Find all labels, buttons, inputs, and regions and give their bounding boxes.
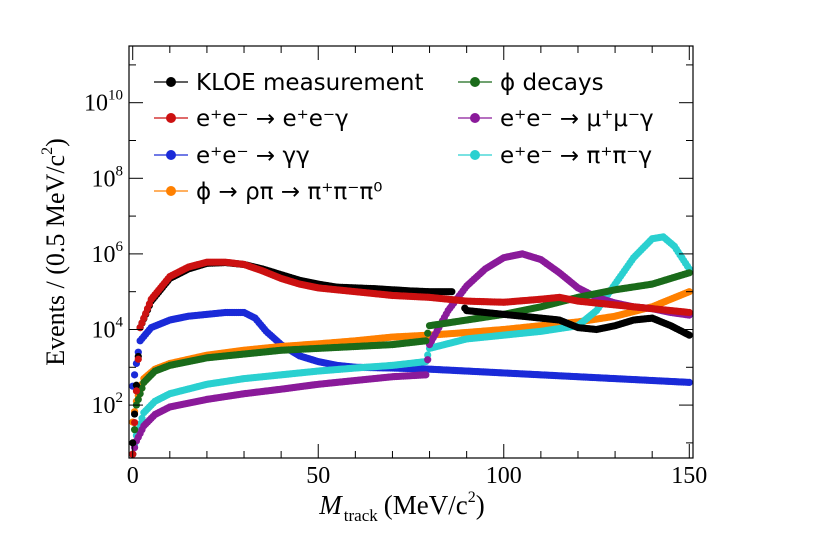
data-point [132,387,141,395]
plot-area [129,233,693,458]
legend: KLOE measurement ϕ decays e⁺e⁻ → e⁺e⁻γ e⁺e⁻… [154,70,654,205]
data-point [424,356,432,364]
data-point [448,288,456,296]
y-tick-label: 1010 [84,88,123,117]
series-2 [129,258,693,458]
legend-item: e⁺e⁻ → μ⁺μ⁻γ [458,106,654,132]
legend-item: e⁺e⁻ → γγ [154,143,310,169]
x-tick-label: 50 [306,463,330,489]
data-point [685,269,693,277]
data-point [130,371,139,379]
legend-label: KLOE measurement [196,70,423,96]
data-point [134,395,142,404]
legend-item: ϕ decays [458,70,604,96]
plot-frame [128,45,694,459]
data-point [685,331,693,339]
legend-label: ϕ → ρπ → π⁺π⁻π⁰ [196,179,382,205]
data-point [685,308,693,317]
axes: 0 50 100 150 102 104 106 108 1010 [84,45,707,489]
legend-item: e⁺e⁻ → π⁺π⁻γ [458,143,652,169]
legend-item: ϕ → ρπ → π⁺π⁻π⁰ [154,179,382,205]
legend-label: e⁺e⁻ → μ⁺μ⁻γ [500,106,654,132]
y-axis-label: Events / (0.5 MeV/c2) [39,138,70,366]
x-tick-label: 100 [486,463,522,489]
x-tick-label: 150 [671,463,707,489]
y-tick-label: 102 [92,390,124,419]
legend-label: e⁺e⁻ → π⁺π⁻γ [500,143,652,169]
legend-marker [470,77,480,87]
data-point [424,329,432,337]
legend-label: e⁺e⁻ → e⁺e⁻γ [196,106,349,132]
legend-marker [166,77,176,87]
legend-marker [166,150,176,160]
y-tick-label: 108 [92,163,124,192]
data-point [138,384,146,392]
series-1 [129,269,693,458]
legend-item: e⁺e⁻ → e⁺e⁻γ [154,106,349,132]
data-point [130,426,139,434]
legend-label: ϕ decays [500,70,604,96]
data-point [422,371,430,379]
data-point [138,414,146,422]
series-5 [129,233,693,458]
legend-marker [166,186,176,196]
y-tick-label: 106 [92,239,124,268]
legend-label: e⁺e⁻ → γγ [196,143,310,169]
data-point [130,410,139,418]
legend-marker [470,113,480,123]
legend-marker [470,150,480,160]
data-point [130,418,139,427]
legend-marker [166,113,176,123]
data-point [685,378,693,386]
data-point [132,381,141,389]
x-tick-label: 0 [127,463,139,489]
legend-item: KLOE measurement [154,70,423,96]
data-point [422,337,430,345]
data-point [134,355,142,363]
y-tick-label: 104 [92,314,124,343]
